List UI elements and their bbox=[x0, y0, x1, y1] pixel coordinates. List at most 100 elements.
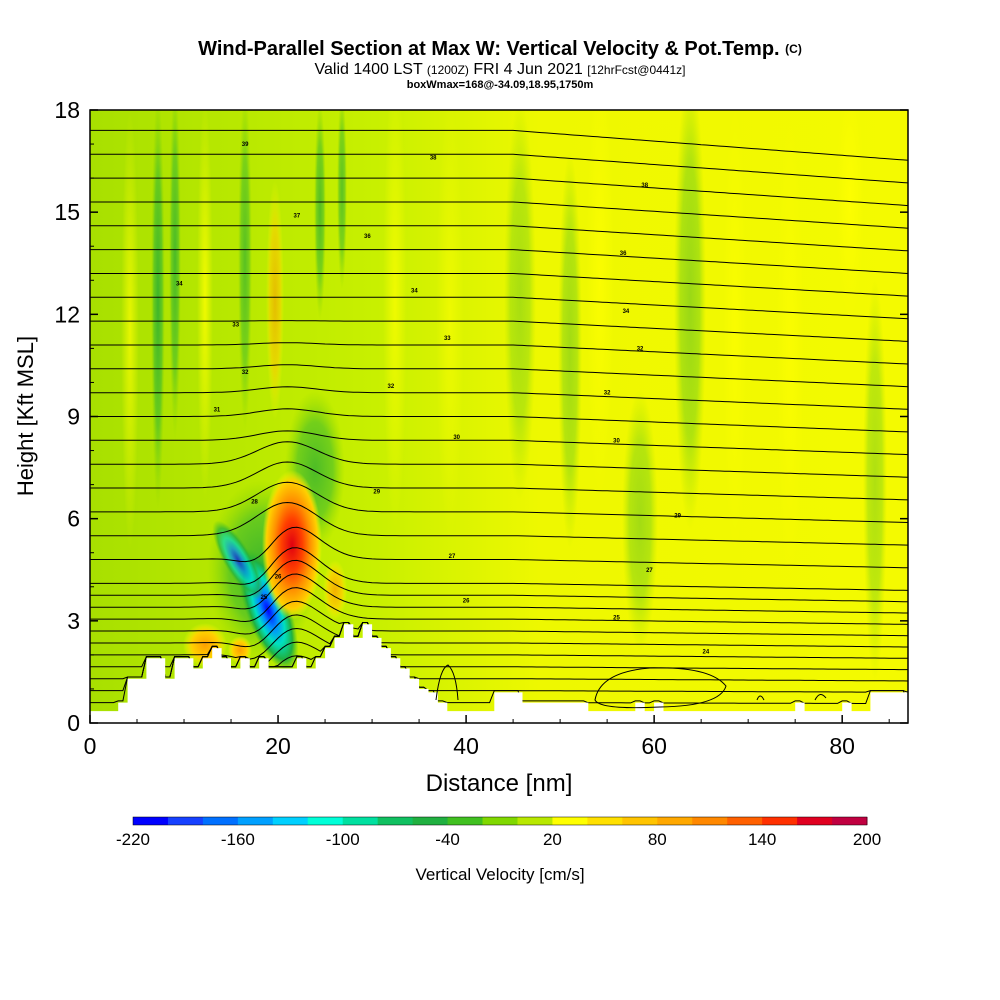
colorbar-swatch bbox=[202, 817, 239, 825]
contour-label: 24 bbox=[703, 649, 710, 655]
streak bbox=[558, 150, 582, 550]
contour-label: 27 bbox=[449, 554, 456, 560]
contour-label: 25 bbox=[261, 595, 268, 601]
updraft-tail bbox=[323, 560, 347, 620]
isentrope-line bbox=[90, 342, 908, 365]
streak bbox=[383, 110, 407, 530]
closed-contour bbox=[435, 664, 459, 701]
x-tick-label: 80 bbox=[829, 733, 855, 759]
contour-label: 29 bbox=[674, 513, 681, 519]
isentrope-line bbox=[90, 461, 908, 501]
colorbar-tick-label: 80 bbox=[648, 830, 667, 849]
isentrope-line bbox=[90, 201, 908, 229]
forecast-info: [12hrFcst@0441z] bbox=[587, 63, 686, 77]
colorbar-tick-label: -220 bbox=[116, 830, 150, 849]
streak bbox=[723, 110, 747, 560]
closed-contour bbox=[814, 694, 827, 701]
contour-label: 32 bbox=[242, 370, 249, 376]
valid-time: Valid 1400 LST bbox=[314, 61, 423, 78]
streak bbox=[169, 110, 181, 440]
colorbar-swatch bbox=[797, 817, 833, 825]
isentrope-line bbox=[90, 622, 908, 671]
streak bbox=[337, 110, 347, 290]
contour-label: 38 bbox=[430, 156, 437, 162]
isentropes bbox=[90, 129, 908, 704]
isentrope-line bbox=[90, 296, 908, 320]
streak bbox=[776, 110, 804, 590]
x-tick-label: 60 bbox=[641, 733, 667, 759]
colorbar-tick-label: -100 bbox=[326, 830, 360, 849]
contour-label: 38 bbox=[641, 183, 648, 189]
colorbar-swatch bbox=[307, 817, 344, 825]
isentrope-line bbox=[90, 587, 908, 625]
isentrope-line bbox=[90, 249, 908, 274]
streak bbox=[266, 180, 284, 420]
streak bbox=[674, 110, 706, 530]
colorbar-swatch bbox=[552, 817, 588, 825]
colorbar-tick-label: -40 bbox=[435, 830, 460, 849]
colorbar-tick-label: -160 bbox=[221, 830, 255, 849]
contour-label: 27 bbox=[646, 568, 653, 574]
contour-label: 32 bbox=[388, 384, 395, 390]
colorbar-swatch bbox=[447, 817, 484, 825]
isentrope-line bbox=[90, 386, 908, 410]
colorbar-swatch bbox=[692, 817, 728, 825]
zulu-time: (1200Z) bbox=[426, 63, 469, 77]
colorbar-swatch bbox=[377, 817, 414, 825]
isentrope-line bbox=[90, 441, 908, 478]
contour-label: 37 bbox=[294, 214, 301, 220]
colorbar-frame bbox=[132, 816, 868, 826]
colorbar-swatch bbox=[587, 817, 623, 825]
colorbar-swatch bbox=[167, 817, 204, 825]
closed-contour bbox=[756, 695, 765, 701]
isentrope-line bbox=[90, 364, 908, 388]
isentrope-line bbox=[90, 177, 908, 207]
contour-label: 32 bbox=[604, 391, 611, 397]
streak bbox=[238, 110, 252, 430]
y-tick-label: 12 bbox=[54, 301, 80, 327]
colorbar-swatch bbox=[272, 817, 309, 825]
isentrope-line bbox=[90, 600, 908, 637]
contour-label: 33 bbox=[444, 336, 451, 342]
contour-label: 31 bbox=[214, 408, 221, 414]
colorbar-tick-label: 20 bbox=[543, 830, 562, 849]
isentrope-line bbox=[90, 614, 908, 648]
terrain bbox=[90, 624, 908, 723]
chart-title: Wind-Parallel Section at Max W: Vertical… bbox=[0, 38, 1000, 60]
colorbar-swatch bbox=[762, 817, 798, 825]
contour-label: 34 bbox=[176, 282, 183, 288]
x-tick-label: 20 bbox=[265, 733, 291, 759]
colorbar-swatch bbox=[517, 817, 553, 825]
contour-label: 34 bbox=[623, 309, 630, 315]
contour-label: 39 bbox=[242, 142, 249, 148]
colorbar-label: Vertical Velocity [cm/s] bbox=[415, 865, 584, 884]
y-axis-label: Height [Kft MSL] bbox=[13, 336, 38, 496]
isentrope-line bbox=[90, 273, 908, 297]
streak bbox=[197, 110, 213, 500]
streak bbox=[504, 110, 536, 500]
contour-label: 30 bbox=[613, 438, 620, 444]
y-tick-label: 9 bbox=[67, 404, 80, 430]
contour-label: 36 bbox=[620, 251, 627, 257]
updraft-core bbox=[262, 470, 322, 620]
colorbar-tick-label: 200 bbox=[853, 830, 881, 849]
isentrope-line bbox=[90, 501, 908, 546]
y-tick-label: 18 bbox=[54, 97, 80, 123]
y-tick-label: 6 bbox=[67, 506, 80, 532]
contour-label: 34 bbox=[411, 288, 418, 294]
contour-label: 30 bbox=[453, 435, 460, 441]
isentrope-line bbox=[90, 622, 908, 660]
isentrope-line bbox=[90, 408, 908, 433]
contour-label: 33 bbox=[232, 323, 239, 329]
box-max-info: boxWmax=168@-34.09,18.95,1750m bbox=[406, 79, 594, 91]
contour-label: 26 bbox=[463, 598, 470, 604]
copyright-mark: (C) bbox=[785, 42, 802, 56]
streak bbox=[151, 110, 165, 510]
contour-label: 29 bbox=[373, 489, 380, 495]
colorbar-swatch bbox=[657, 817, 693, 825]
isentrope-line bbox=[90, 225, 908, 252]
isentrope-line bbox=[90, 153, 908, 184]
velocity-field: 39 38 38 37 36 36 34 34 34 33 33 32 32 32 32 31 30 30 29 29… bbox=[90, 110, 908, 723]
